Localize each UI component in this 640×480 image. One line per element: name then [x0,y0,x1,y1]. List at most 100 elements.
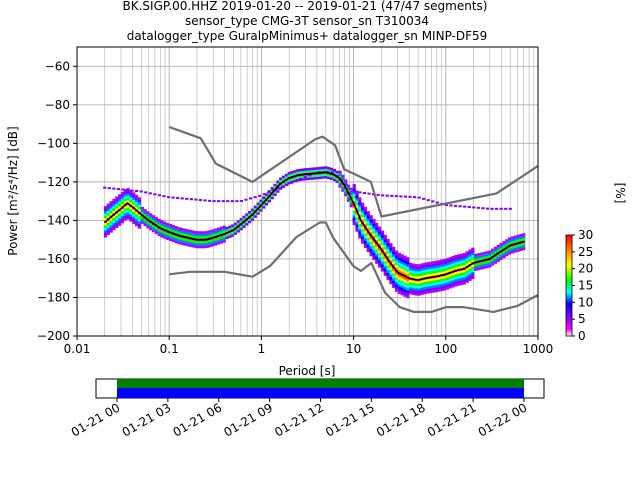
heatmap-cell [423,289,427,292]
heatmap-cell [135,218,139,222]
heatmap-cell [409,265,413,268]
heatmap-cell [301,178,305,181]
heatmap-cell [180,239,184,243]
heatmap-cell [137,216,142,220]
heatmap-cell [378,262,382,266]
heatmap-cell [129,209,133,213]
heatmap-cell [267,192,272,196]
y-tick-label: −100 [37,136,70,150]
heatmap-cell [437,262,441,266]
heatmap-cell [372,218,376,222]
heatmap-cell [465,260,469,264]
heatmap-cell [115,196,119,200]
heatmap-cell [369,241,373,245]
heatmap-cell [403,195,408,198]
heatmap-cell [468,256,472,260]
heatmap-cell [363,235,368,239]
heatmap-cell [516,246,520,250]
heatmap-cell [287,181,291,185]
heatmap-cell [106,220,110,224]
heatmap-cell [428,261,433,265]
heatmap-cell [248,218,252,221]
heatmap-cell [502,245,506,249]
heatmap-cell [390,194,394,197]
heatmap-cell [332,176,337,179]
heatmap-cell [386,260,390,264]
heatmap-cell [389,272,393,275]
heatmap-cell [123,198,127,202]
nhnm-line [168,125,538,218]
heatmap-cell [372,228,376,232]
heatmap-cell [385,194,389,197]
heatmap-cell [437,286,441,290]
heatmap-cell [198,199,203,202]
heatmap-cell [290,173,294,177]
heatmap-cell [318,169,322,172]
heatmap-cell [366,220,370,224]
heatmap-cell [496,244,500,248]
heatmap-cell [437,272,441,275]
heatmap-cell [465,280,469,283]
heatmap-cell [341,177,345,180]
heatmap-cell [479,254,483,258]
heatmap-cell [457,271,461,274]
heatmap-cell [459,260,464,264]
heatmap-cell [476,253,481,256]
heatmap-cell [307,167,311,171]
heatmap-cell [519,238,523,242]
heatmap-cell [214,242,218,246]
heatmap-cell [112,198,116,202]
heatmap-cell [372,221,376,224]
heatmap-cell [400,266,404,269]
heatmap-cell [443,275,447,279]
heatmap-cell [355,226,359,230]
heatmap-cell [378,231,382,234]
heatmap-cell [400,261,404,265]
heatmap-cell [403,279,407,283]
heatmap-cell [426,291,430,294]
heatmap-cell [352,208,356,211]
y-axis-label: Power [m²/s⁴/Hz] [dB] [6,126,20,255]
heatmap-cell [143,223,147,227]
heatmap-cell [160,225,164,228]
heatmap-cell [135,194,139,198]
heatmap-cell [239,218,243,221]
heatmap-cell [358,191,362,194]
heatmap-cell [355,224,359,228]
heatmap-cell [392,285,396,289]
heatmap-cell [375,256,379,260]
heatmap-cell [513,245,517,248]
heatmap-cell [459,282,464,286]
heatmap-cell [491,251,495,254]
heatmap-cell [510,236,515,240]
heatmap-cell [372,247,376,251]
heatmap-cell [154,219,158,223]
heatmap-cell [366,249,370,253]
heatmap-cell [482,251,486,255]
heatmap-cell [208,234,212,238]
heatmap-cell [465,256,469,259]
heatmap-cell [160,234,164,238]
heatmap-cell [519,243,523,247]
heatmap-cell [140,216,144,220]
heatmap-cell [386,277,390,281]
heatmap-cell [115,218,119,221]
heatmap-cell [262,203,266,207]
heatmap-cell [369,236,373,240]
heatmap-cell [358,233,362,237]
heatmap-cell [383,244,387,247]
heatmap-cell [417,290,421,294]
heatmap-cell [135,202,139,205]
heatmap-cell [248,220,252,224]
heatmap-cell [363,245,368,248]
heatmap-cell [174,235,178,239]
heatmap-cell [462,281,466,285]
heatmap-cell [383,237,387,240]
heatmap-cell [177,227,181,230]
heatmap-cell [355,229,359,232]
heatmap-cell [445,279,450,283]
heatmap-cell [386,270,390,273]
heatmap-cell [231,226,235,230]
heatmap-cell [409,282,413,285]
heatmap-cell [502,241,506,244]
